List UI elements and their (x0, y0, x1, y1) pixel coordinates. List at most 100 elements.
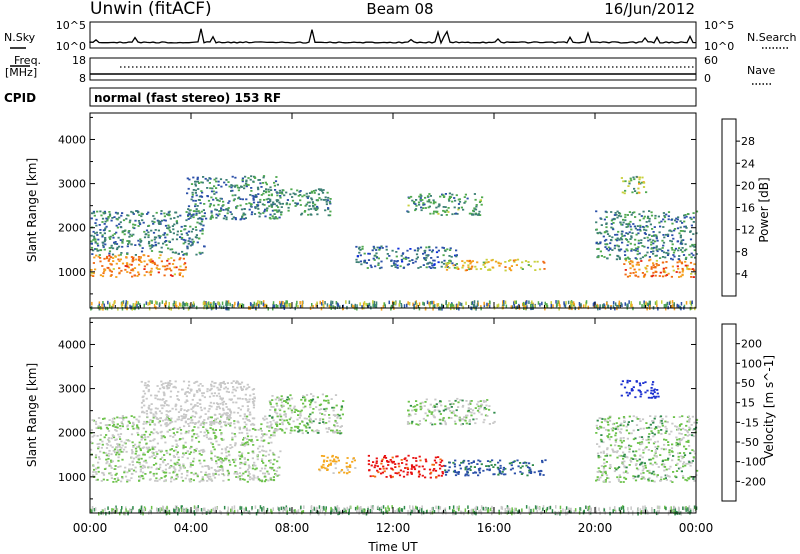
power-cell (254, 207, 257, 210)
velocity-cell (499, 464, 502, 467)
velocity-cell (203, 431, 206, 434)
power-cell (173, 266, 176, 269)
power-cell (406, 263, 409, 266)
power-cell (167, 247, 170, 250)
power-cell (692, 268, 695, 270)
velocity-cell (144, 473, 147, 475)
power-cell (647, 215, 650, 218)
velocity-cell (184, 393, 187, 395)
velocity-cell (165, 410, 168, 412)
power-cell (423, 251, 426, 254)
power-cell (230, 213, 233, 216)
power-cell (93, 256, 96, 259)
velocity-cell (159, 387, 162, 390)
power-speckle-cell (552, 304, 554, 308)
velocity-cell (201, 385, 204, 387)
power-cell (424, 207, 427, 209)
power-cell (189, 209, 192, 212)
velocity-cell (266, 470, 269, 473)
velocity-cell (464, 473, 467, 476)
power-cell (654, 214, 657, 217)
velocity-cell (113, 451, 117, 454)
power-cell (655, 259, 658, 262)
velocity-cell (218, 407, 222, 410)
power-speckle-cell (234, 301, 236, 306)
velocity-cell (597, 467, 600, 470)
velocity-cell (233, 420, 236, 422)
power-cell (655, 245, 658, 248)
velocity-cell (244, 461, 247, 464)
velocity-cell (139, 470, 142, 473)
velocity-cell (154, 479, 157, 482)
velocity-cell (656, 440, 659, 443)
velocity-cell (197, 435, 200, 438)
velocity-cell (174, 405, 177, 408)
power-cell (119, 221, 122, 224)
power-cell (327, 214, 330, 217)
velocity-cell (281, 397, 284, 400)
power-cell (626, 225, 629, 228)
power-cell (391, 249, 394, 252)
power-speckle-cell (312, 305, 314, 309)
power-cell (662, 269, 665, 272)
power-cell (254, 206, 257, 208)
velocity-cell (657, 445, 660, 448)
power-cell (397, 247, 400, 250)
power-cell (215, 209, 218, 211)
power-cell (114, 241, 117, 243)
velocity-cell (407, 409, 410, 412)
power-cell (661, 275, 665, 278)
power-cell (115, 231, 118, 234)
power-cell (241, 198, 244, 201)
power-cell (447, 198, 451, 201)
velocity-cell (226, 418, 229, 420)
velocity-cell (290, 397, 294, 400)
power-cell (691, 243, 694, 246)
power-cell (650, 211, 653, 214)
velocity-cell (118, 453, 121, 456)
power-cell (434, 210, 438, 213)
power-cell (109, 269, 112, 272)
velocity-cell (269, 425, 272, 427)
power-speckle-cell (184, 302, 187, 307)
velocity-cell (316, 396, 319, 399)
velocity-cell (238, 428, 241, 431)
power-cell (300, 212, 304, 215)
velocity-cell (409, 414, 412, 417)
power-cell (624, 259, 628, 262)
velocity-cell (217, 473, 220, 476)
velocity-cell (675, 436, 678, 439)
power-cell (673, 255, 676, 258)
velocity-cell (453, 469, 456, 472)
power-cell (307, 213, 310, 216)
velocity-cell (632, 415, 635, 418)
velocity-cell (258, 445, 261, 448)
power-cell (634, 190, 637, 192)
power-cell (143, 265, 146, 268)
power-cell (99, 210, 102, 213)
power-cell (482, 261, 485, 264)
velocity-cell (343, 471, 346, 474)
velocity-cell (437, 409, 440, 412)
velocity-cell (457, 401, 460, 404)
velocity-cell (386, 460, 389, 463)
velocity-cell (340, 405, 343, 408)
power-cell (145, 271, 148, 273)
power-cell (149, 261, 152, 263)
power-speckle-cell (295, 303, 298, 307)
velocity-cell (483, 418, 486, 421)
power-cell (538, 268, 542, 271)
velocity-cell (128, 463, 131, 466)
velocity-cell (142, 423, 145, 425)
power-cell (134, 244, 137, 246)
power-cell (324, 209, 327, 212)
velocity-cell (305, 417, 308, 420)
power-cell (656, 239, 659, 242)
velocity-cell (271, 399, 274, 401)
power-cell (231, 189, 234, 192)
velocity-cell (672, 416, 676, 418)
velocity-cell (243, 458, 246, 460)
power-cell (442, 254, 445, 257)
power-cell (206, 195, 209, 197)
power-speckle-cell (285, 303, 287, 307)
